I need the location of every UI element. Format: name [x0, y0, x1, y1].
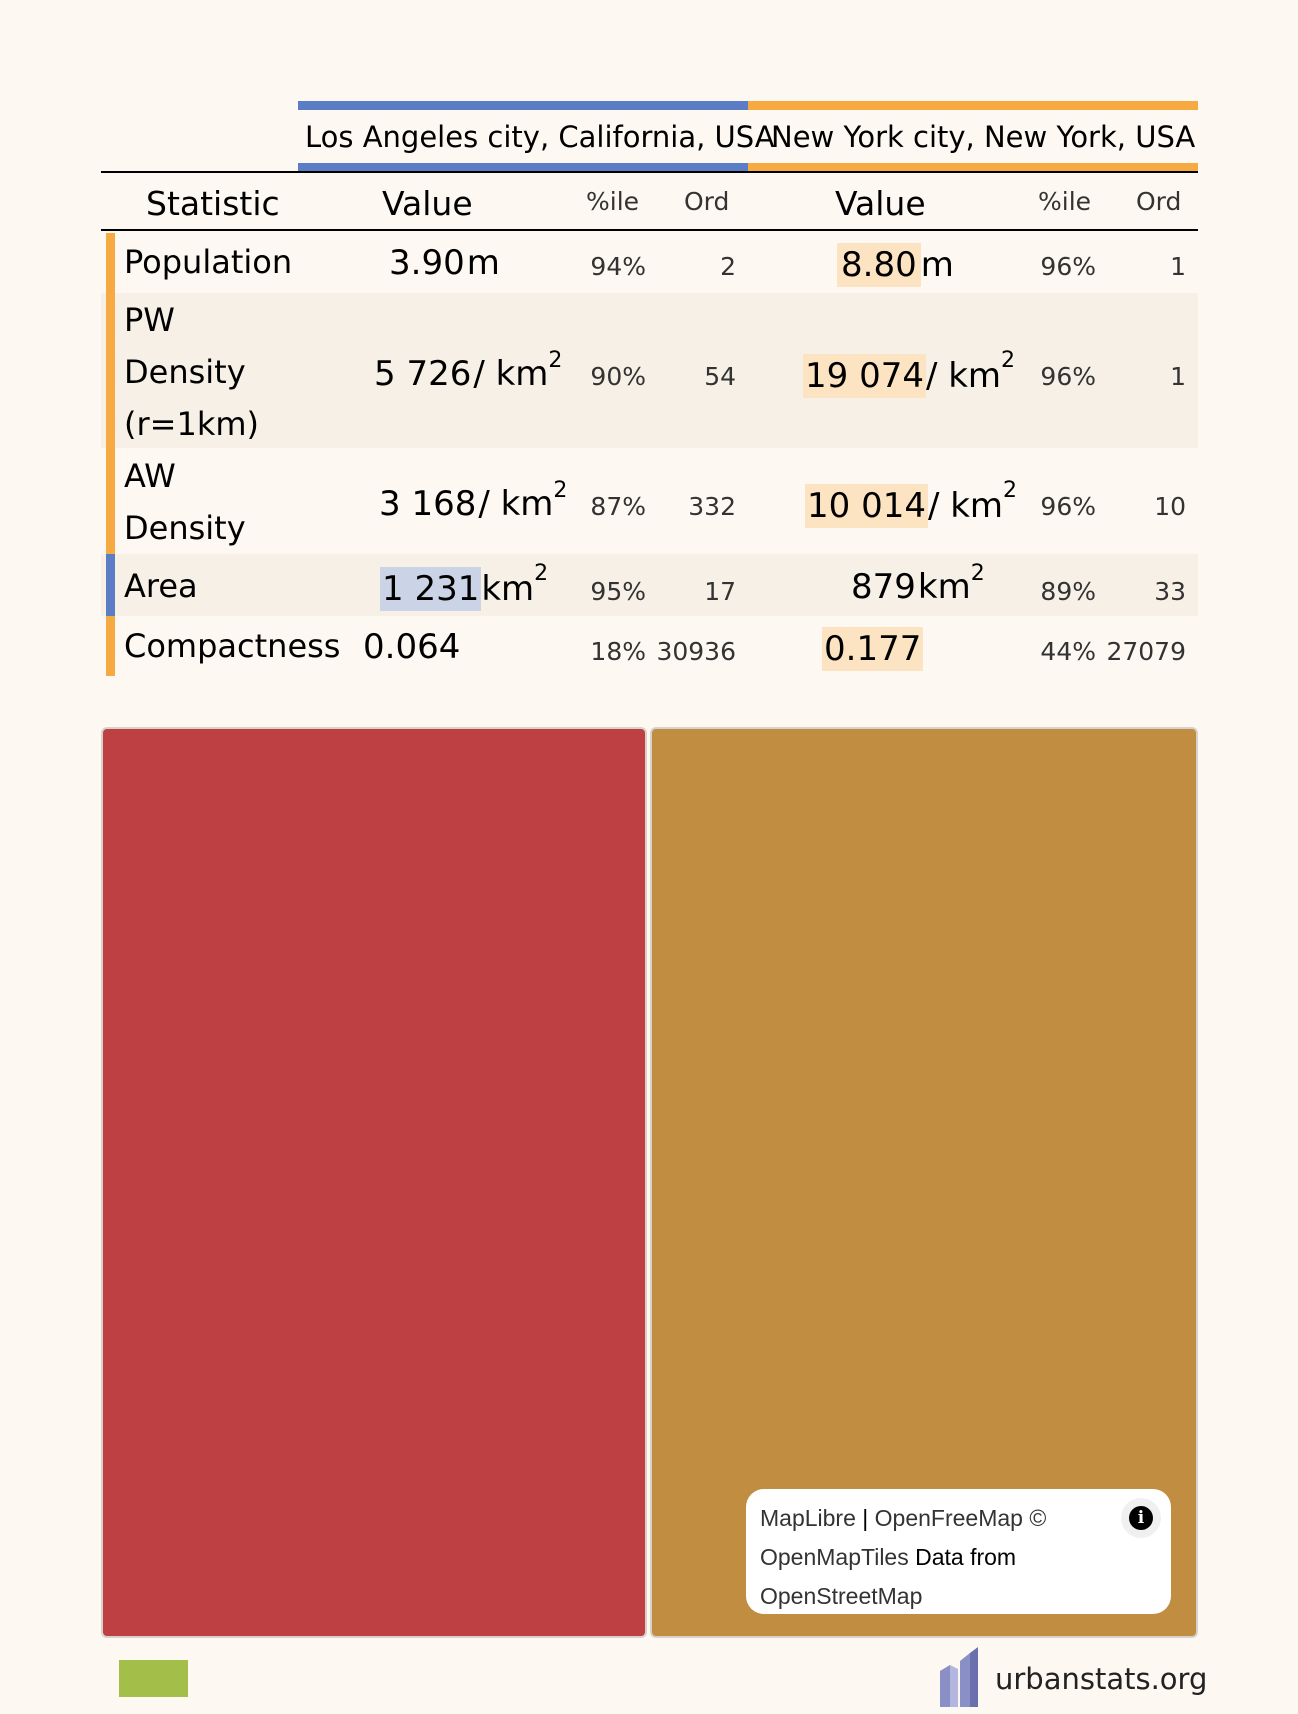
- pctile-a-aw-density: 87%: [590, 492, 646, 521]
- value-b-population: 8.80 m: [837, 243, 954, 287]
- row-label-aw-density[interactable]: AW Density: [124, 457, 246, 547]
- city-b-bottom-bar: [748, 163, 1198, 172]
- pctile-b-area: 89%: [1040, 577, 1096, 606]
- row-label-area[interactable]: Area: [124, 567, 198, 605]
- maplibre-link[interactable]: MapLibre: [760, 1505, 856, 1531]
- map-los-angeles[interactable]: [101, 727, 647, 1638]
- pctile-b-compactness: 44%: [1040, 637, 1096, 666]
- ord-a-pw-density: 54: [704, 362, 736, 391]
- row-marker-pw-density: [106, 293, 115, 448]
- row-label-pw-density[interactable]: PW Density (r=1km): [124, 301, 259, 443]
- column-header-statistic: Statistic: [146, 184, 280, 223]
- pctile-a-compactness: 18%: [590, 637, 646, 666]
- city-a-bottom-bar: [298, 163, 748, 172]
- openstreetmap-link[interactable]: OpenStreetMap: [760, 1583, 923, 1609]
- ord-a-area: 17: [704, 577, 736, 606]
- copyright-symbol: ©: [1029, 1505, 1047, 1531]
- value-b-area: 879km2: [851, 561, 985, 607]
- column-header-ord-a: Ord: [684, 187, 730, 216]
- ord-b-population: 1: [1170, 252, 1186, 281]
- city-b-header[interactable]: New York city, New York, USA: [771, 120, 1196, 154]
- map-attribution: MapLibre | OpenFreeMap © OpenMapTiles Da…: [746, 1489, 1171, 1614]
- pctile-b-aw-density: 96%: [1040, 492, 1096, 521]
- attribution-separator: |: [862, 1505, 869, 1531]
- ord-b-aw-density: 10: [1154, 492, 1186, 521]
- ord-b-pw-density: 1: [1170, 362, 1186, 391]
- row-bg-pw-density: [101, 293, 1198, 448]
- value-a-compactness: 0.064: [363, 627, 461, 667]
- value-b-pw-density: 19 074/ km2: [803, 348, 1016, 398]
- ord-a-compactness: 30936: [656, 637, 736, 666]
- city-a-header[interactable]: Los Angeles city, California, USA: [305, 120, 775, 154]
- column-header-pctile-a: %ile: [586, 187, 640, 216]
- row-label-population[interactable]: Population: [124, 243, 293, 281]
- ord-b-area: 33: [1154, 577, 1186, 606]
- table-header-top-rule: [101, 171, 1198, 173]
- column-header-value-a: Value: [382, 184, 473, 223]
- pctile-a-pw-density: 90%: [590, 362, 646, 391]
- data-from-text: Data from: [915, 1544, 1017, 1570]
- row-marker-area: [106, 554, 115, 616]
- value-b-compactness: 0.177: [822, 627, 924, 671]
- pctile-b-population: 96%: [1040, 252, 1096, 281]
- value-a-aw-density: 3 168/ km2: [379, 478, 568, 524]
- urbanstats-logo-icon[interactable]: [938, 1647, 982, 1707]
- ord-b-compactness: 27079: [1106, 637, 1186, 666]
- row-marker-population: [106, 233, 115, 293]
- column-header-ord-b: Ord: [1136, 187, 1182, 216]
- table-header-bottom-rule: [101, 229, 1198, 231]
- value-a-pw-density: 5 726/ km2: [374, 348, 563, 394]
- pctile-b-pw-density: 96%: [1040, 362, 1096, 391]
- pctile-a-area: 95%: [590, 577, 646, 606]
- value-b-aw-density: 10 014/ km2: [805, 478, 1018, 528]
- row-marker-aw-density: [106, 448, 115, 554]
- row-bg-area: [101, 554, 1198, 616]
- info-button[interactable]: i: [1121, 1498, 1161, 1538]
- row-label-compactness[interactable]: Compactness: [124, 627, 341, 665]
- ord-a-aw-density: 332: [688, 492, 736, 521]
- value-a-area: 1 231km2: [380, 561, 549, 611]
- site-name[interactable]: urbanstats.org: [995, 1662, 1208, 1696]
- openmaptiles-link[interactable]: OpenMapTiles: [760, 1544, 909, 1570]
- column-header-value-b: Value: [835, 184, 926, 223]
- row-marker-compactness: [106, 616, 115, 676]
- map-new-york[interactable]: [650, 727, 1198, 1638]
- ord-a-population: 2: [720, 252, 736, 281]
- city-b-top-bar: [748, 101, 1198, 110]
- column-header-pctile-b: %ile: [1038, 187, 1092, 216]
- info-icon: i: [1129, 1506, 1153, 1530]
- openfreemap-link[interactable]: OpenFreeMap: [874, 1505, 1023, 1531]
- footer-swatch: [119, 1660, 188, 1697]
- pctile-a-population: 94%: [590, 252, 646, 281]
- city-a-top-bar: [298, 101, 748, 110]
- value-a-population: 3.90m: [389, 243, 500, 283]
